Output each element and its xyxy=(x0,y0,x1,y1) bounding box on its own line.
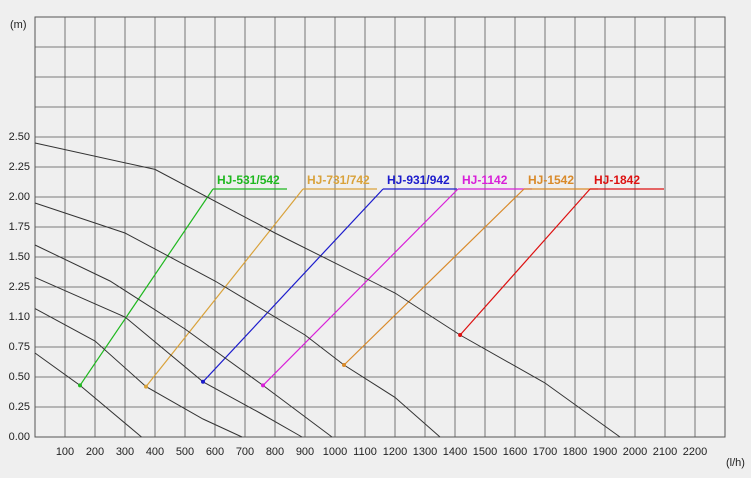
curve xyxy=(34,352,142,438)
arrow-tip xyxy=(261,383,265,388)
x-tick-label: 2200 xyxy=(683,446,707,458)
legend-label: HJ-1842 xyxy=(594,173,640,187)
leader-line xyxy=(343,188,525,366)
y-tick-label: 2.00 xyxy=(9,191,30,203)
leader-line xyxy=(79,188,214,386)
x-tick-label: 100 xyxy=(56,446,74,458)
arrow-tip xyxy=(342,363,346,367)
curve xyxy=(34,276,303,438)
x-tick-label: 1200 xyxy=(383,446,407,458)
curve xyxy=(34,142,621,438)
x-tick-label: 2000 xyxy=(623,446,647,458)
y-tick-label: 1.50 xyxy=(9,251,30,263)
y-tick-label: 0.00 xyxy=(9,431,30,443)
leader-line xyxy=(262,188,459,386)
leader-line xyxy=(459,188,591,336)
arrow-tip xyxy=(78,383,82,388)
y-tick-label: 1.75 xyxy=(9,221,30,233)
x-tick-label: 1500 xyxy=(473,446,497,458)
x-tick-label: 700 xyxy=(236,446,254,458)
x-tick-label: 500 xyxy=(176,446,194,458)
arrow-tip xyxy=(201,379,205,384)
y-tick-label: 2.25 xyxy=(9,161,30,173)
x-tick-label: 800 xyxy=(266,446,284,458)
x-tick-label: 400 xyxy=(146,446,164,458)
legend-label: HJ-1142 xyxy=(462,173,508,187)
legend-label: HJ-731/742 xyxy=(307,173,370,187)
x-tick-label: 200 xyxy=(86,446,104,458)
x-tick-label: 1600 xyxy=(503,446,527,458)
x-tick-label: 900 xyxy=(296,446,314,458)
x-tick-label: 600 xyxy=(206,446,224,458)
y-tick-label: 0.75 xyxy=(9,341,30,353)
leader-line xyxy=(145,188,304,387)
legend-label: HJ-1542 xyxy=(528,173,574,187)
curve xyxy=(34,244,333,438)
y-tick-label: 2.25 xyxy=(9,281,30,293)
arrow-tip xyxy=(458,333,463,337)
curve xyxy=(34,202,441,438)
x-tick-label: 1300 xyxy=(413,446,437,458)
x-tick-label: 300 xyxy=(116,446,134,458)
y-axis-label: (m) xyxy=(10,19,27,31)
x-tick-label: 1400 xyxy=(443,446,467,458)
x-tick-label: 1900 xyxy=(593,446,617,458)
x-tick-label: 1100 xyxy=(353,446,377,458)
y-tick-label: 2.50 xyxy=(9,131,30,143)
x-axis-label: (l/h) xyxy=(726,457,745,469)
leader-line xyxy=(202,188,384,383)
x-tick-label: 2100 xyxy=(653,446,677,458)
x-tick-label: 1800 xyxy=(563,446,587,458)
legend-label: HJ-531/542 xyxy=(217,173,280,187)
arrow-tip xyxy=(144,384,148,389)
y-tick-label: 0.25 xyxy=(9,401,30,413)
legend-label: HJ-931/942 xyxy=(387,173,450,187)
x-tick-label: 1000 xyxy=(323,446,347,458)
y-tick-label: 1.10 xyxy=(9,311,30,323)
y-tick-label: 0.50 xyxy=(9,371,30,383)
x-tick-label: 1700 xyxy=(533,446,557,458)
